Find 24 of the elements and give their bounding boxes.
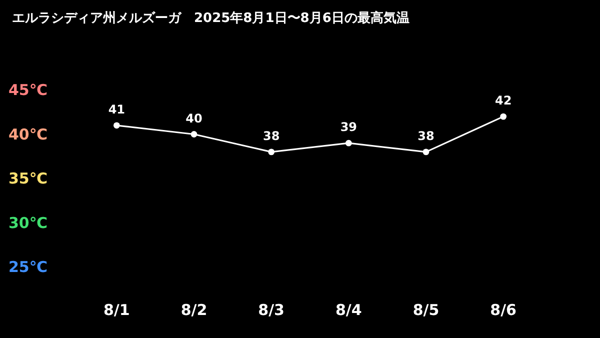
y-tick-label: 35℃ <box>8 170 48 188</box>
data-label: 42 <box>494 94 512 108</box>
x-tick-label: 8/3 <box>258 301 285 319</box>
chart-title: エルラシディア州メルズーガ 2025年8月1日〜8月6日の最高気温 <box>12 10 410 26</box>
x-tick-label: 8/2 <box>180 301 208 319</box>
point <box>345 140 352 146</box>
y-tick-label: 40℃ <box>8 125 48 144</box>
data-label: 40 <box>186 111 202 126</box>
x-tick-label: 8/4 <box>335 301 362 319</box>
y-tick-label: 30℃ <box>8 214 48 232</box>
data-label: 38 <box>418 128 434 143</box>
point <box>268 148 275 156</box>
y-tick-label: 25℃ <box>8 258 48 276</box>
y-tick-label: 45℃ <box>8 81 48 99</box>
point <box>113 122 120 129</box>
point <box>422 148 430 156</box>
point <box>190 131 198 138</box>
x-tick-label: 8/1 <box>103 301 130 319</box>
data-label: 39 <box>340 120 358 134</box>
point <box>500 113 507 120</box>
x-tick-label: 8/6 <box>490 301 517 319</box>
x-tick-label: 8/5 <box>412 301 440 319</box>
data-label: 41 <box>108 102 126 116</box>
data-label: 38 <box>262 128 280 143</box>
